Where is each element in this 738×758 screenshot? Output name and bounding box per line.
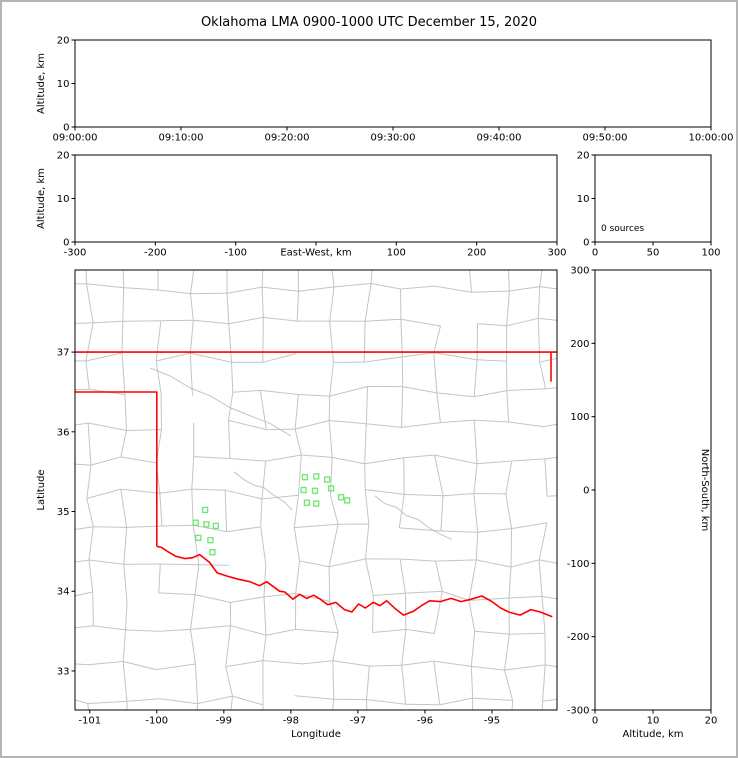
y-tick-label: 0 — [583, 486, 589, 497]
lma-station-marker — [195, 534, 202, 541]
time-tick-label: 09:40:00 — [477, 133, 522, 144]
time-tick-label: 09:10:00 — [159, 133, 204, 144]
river-line — [374, 495, 453, 540]
plan-view-plot-area — [74, 269, 558, 711]
lma-station-marker — [337, 494, 345, 501]
x-axis-label: East-West, km — [280, 248, 351, 259]
lma-station-marker — [192, 519, 199, 526]
y-tick-label: 200 — [570, 339, 589, 350]
panel-time-height: 09:00:00 09:10:00 09:20:00 09:30:00 09:40:00… — [36, 36, 733, 144]
x-tick-label: 0 — [592, 248, 598, 259]
lma-station-marker — [212, 522, 219, 530]
x-tick-label: 100 — [701, 248, 720, 259]
time-tick-label: 09:50:00 — [583, 133, 628, 144]
y-tick-label: 10 — [57, 79, 70, 90]
y-tick-label: -300 — [567, 706, 590, 717]
ew-height-plot-area — [74, 154, 558, 243]
lma-station-marker — [344, 497, 351, 504]
figure-title: Oklahoma LMA 0900-1000 UTC December 15, … — [200, 15, 538, 30]
x-tick-label: -100 — [224, 248, 247, 259]
x-axis-label: Altitude, km — [623, 729, 684, 740]
lma-station-marker — [323, 476, 331, 483]
y-tick-label: 0 — [63, 123, 69, 134]
y-tick-label: 20 — [57, 36, 70, 47]
x-tick-label: -101 — [78, 716, 101, 727]
y-tick-label: 10 — [577, 194, 590, 205]
x-tick-label: 0 — [592, 716, 598, 727]
y-tick-label: 0 — [583, 238, 589, 249]
state-boundary-line — [75, 391, 158, 547]
x-axis-label: Longitude — [291, 729, 341, 740]
lma-station-marker — [201, 506, 209, 514]
x-tick-label: -98 — [283, 716, 299, 727]
panel-plan-view: -101 -100 -99 -98 -97 -96 -95 Longitude 33 34 35 36… — [36, 269, 558, 740]
x-tick-label: 300 — [547, 248, 566, 259]
state-boundary-line — [156, 545, 553, 618]
panel-ns-height: 0 10 20 Altitude, km 300 200 100 0 -100 -200 -300 N… — [567, 266, 718, 741]
lma-station-marker — [311, 487, 319, 494]
y-tick-label: -200 — [567, 632, 590, 643]
panel-ew-height: -300 -200 -100 100 200 300 East-West, km 0 10 20 A… — [36, 151, 567, 259]
x-tick-label: 10 — [647, 716, 660, 727]
time-tick-label: 09:00:00 — [53, 133, 98, 144]
lma-station-marker — [313, 500, 320, 507]
y-tick-label: 0 — [63, 238, 69, 249]
river-line — [149, 367, 292, 437]
lma-station-marker — [301, 474, 309, 481]
x-tick-label: -100 — [145, 716, 168, 727]
x-tick-label: 200 — [467, 248, 486, 259]
time-tick-label: 09:30:00 — [371, 133, 416, 144]
y-tick-label: 20 — [57, 151, 70, 162]
x-tick-label: -96 — [417, 716, 433, 727]
y-axis-label: Altitude, km — [36, 168, 47, 229]
time-height-plot-area — [74, 39, 712, 128]
x-tick-label: -97 — [350, 716, 366, 727]
y-tick-label: 34 — [57, 587, 70, 598]
map-layers — [75, 270, 557, 710]
y-tick-label: 100 — [570, 412, 589, 423]
time-tick-label: 10:00:00 — [689, 133, 734, 144]
ns-height-plot-area — [594, 269, 712, 711]
y-tick-label: 35 — [57, 507, 70, 518]
y-tick-label: 37 — [57, 348, 70, 359]
x-tick-label: -99 — [216, 716, 232, 727]
y-tick-label: 20 — [577, 151, 590, 162]
panel-altitude-histogram: 0 50 100 0 10 20 0 sources — [577, 151, 721, 259]
lma-station-marker — [303, 499, 311, 506]
y-tick-label: -100 — [567, 559, 590, 570]
x-tick-label: -300 — [64, 248, 87, 259]
x-tick-label: -95 — [484, 716, 500, 727]
lma-station-marker — [207, 537, 214, 544]
y-tick-label: 300 — [570, 266, 589, 277]
lma-station-marker — [203, 521, 210, 528]
y-axis-label: Altitude, km — [36, 53, 47, 114]
county-boundaries — [75, 270, 557, 710]
lma-station-marker — [327, 485, 335, 492]
x-tick-label: 50 — [647, 248, 660, 259]
river-line — [233, 471, 293, 511]
right-y-axis-label: North-South, km — [699, 449, 710, 532]
y-axis-label: Latitude — [36, 469, 47, 510]
y-tick-label: 33 — [57, 666, 70, 677]
y-tick-label: 10 — [57, 194, 70, 205]
lma-station-marker — [209, 549, 216, 556]
x-tick-label: -200 — [144, 248, 167, 259]
time-tick-label: 09:20:00 — [265, 133, 310, 144]
x-tick-label: 100 — [387, 248, 406, 259]
lma-station-marker — [300, 486, 307, 494]
lma-station-marker — [313, 473, 320, 480]
source-count-annotation: 0 sources — [601, 224, 644, 234]
y-tick-label: 36 — [57, 427, 70, 438]
x-tick-label: 20 — [705, 716, 718, 727]
